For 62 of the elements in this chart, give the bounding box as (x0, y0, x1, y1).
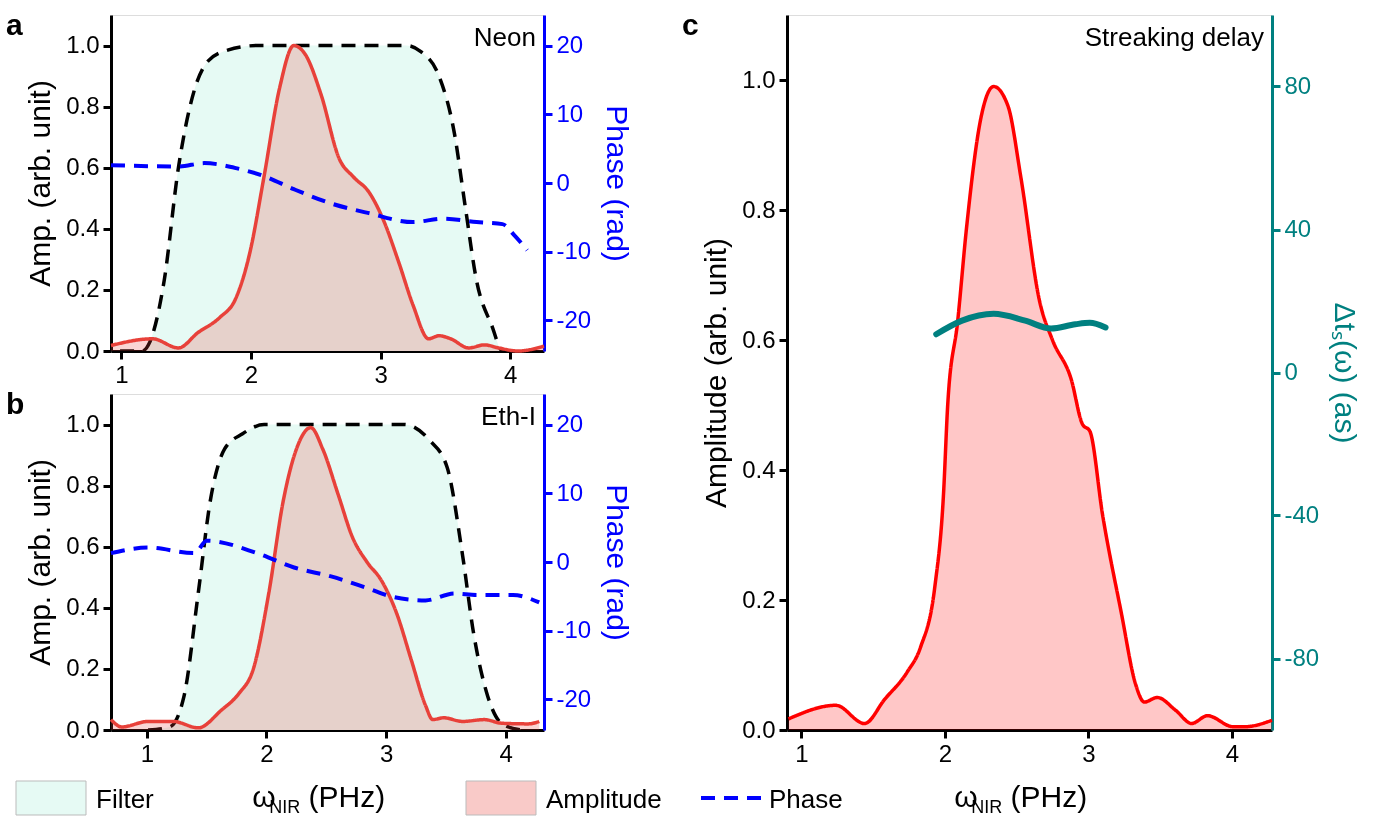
x-tick-label: 3 (374, 360, 388, 388)
x-tick-label: 1 (140, 739, 155, 767)
y2-tick-label: 80 (1284, 72, 1312, 99)
y-tick-label: 1.0 (66, 31, 100, 59)
y-tick-label: 0.2 (66, 275, 100, 303)
y2-tick-label: 20 (556, 31, 584, 59)
x-tick-label: 4 (504, 360, 518, 388)
legend-label: Phase (769, 784, 843, 814)
y-tick-label: 0.6 (66, 153, 100, 181)
y-tick-label: 0.2 (742, 585, 776, 613)
y-tick-label: 0.8 (66, 471, 100, 499)
y-tick-label: 0.8 (66, 92, 100, 120)
x-tick-label: 1 (115, 360, 129, 388)
y2-axis-title: Δtₛ(ω) (as) (1329, 302, 1363, 444)
chart-title: a (6, 8, 23, 41)
y2-tick-label: -10 (556, 616, 592, 644)
y2-tick-label: -40 (1284, 501, 1320, 528)
chart-title: b (6, 387, 25, 420)
annotation: Streaking delay (1084, 22, 1264, 52)
y-tick-label: 0.8 (742, 195, 776, 223)
y2-tick-label: 40 (1284, 215, 1312, 242)
y-axis-title: Amp. (arb. unit) (23, 459, 57, 666)
x-tick-label: 4 (1225, 739, 1239, 767)
y-tick-label: 0.0 (66, 336, 100, 364)
x-tick-label: 2 (938, 739, 953, 767)
y2-tick-label: 20 (556, 410, 584, 438)
y2-tick-label: 0 (1284, 358, 1298, 385)
y-tick-label: 0.0 (742, 715, 776, 743)
y-tick-label: 0.6 (66, 532, 100, 560)
y-tick-label: 0.2 (66, 654, 100, 682)
x-tick-label: 3 (379, 739, 394, 767)
legend-label: Filter (96, 784, 155, 814)
y2-tick-label: 0 (556, 547, 570, 575)
y-tick-label: 0.4 (66, 214, 100, 242)
chart-title: c (682, 8, 699, 41)
y2-tick-label: -80 (1284, 644, 1320, 671)
y-tick-label: 0.0 (66, 715, 100, 743)
y2-tick-label: -20 (556, 305, 592, 333)
y2-tick-label: 0 (556, 168, 570, 196)
y2-axis-title: Phase (rad) (601, 484, 635, 641)
annotation: Neon (473, 22, 536, 52)
legend-label: Amplitude (546, 784, 662, 814)
x-tick-label: 2 (260, 739, 274, 767)
x-tick-label: 4 (499, 739, 513, 767)
y-axis-title: Amplitude (arb. unit) (699, 237, 733, 509)
y-tick-label: 1.0 (66, 410, 100, 438)
x-tick-label: 3 (1082, 739, 1096, 767)
y-tick-label: 1.0 (742, 65, 776, 93)
x-tick-label: 1 (795, 739, 809, 767)
y-tick-label: 0.6 (742, 325, 776, 353)
y2-tick-label: -20 (556, 684, 592, 712)
y-tick-label: 0.4 (66, 593, 100, 621)
y2-tick-label: 10 (556, 478, 584, 506)
y2-axis-title: Phase (rad) (601, 105, 635, 262)
y2-tick-label: -10 (556, 237, 592, 265)
y-axis-title: Amp. (arb. unit) (23, 80, 57, 287)
annotation: Eth-I (481, 401, 536, 431)
x-tick-label: 2 (244, 360, 259, 388)
line-series (109, 538, 542, 605)
y2-tick-label: 10 (556, 99, 584, 127)
line-series (109, 161, 530, 253)
y-tick-label: 0.4 (742, 455, 776, 483)
